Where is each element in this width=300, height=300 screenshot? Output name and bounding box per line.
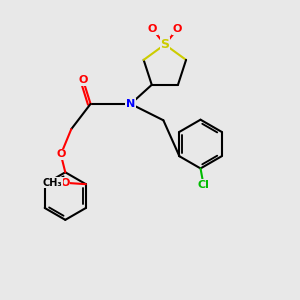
Text: Cl: Cl <box>198 180 209 190</box>
Text: O: O <box>148 24 157 34</box>
Text: N: N <box>126 99 135 109</box>
Text: O: O <box>60 178 70 188</box>
Text: CH₃: CH₃ <box>43 178 62 188</box>
Text: O: O <box>78 75 88 85</box>
Text: S: S <box>160 38 169 51</box>
Text: O: O <box>173 24 182 34</box>
Text: O: O <box>56 149 65 160</box>
